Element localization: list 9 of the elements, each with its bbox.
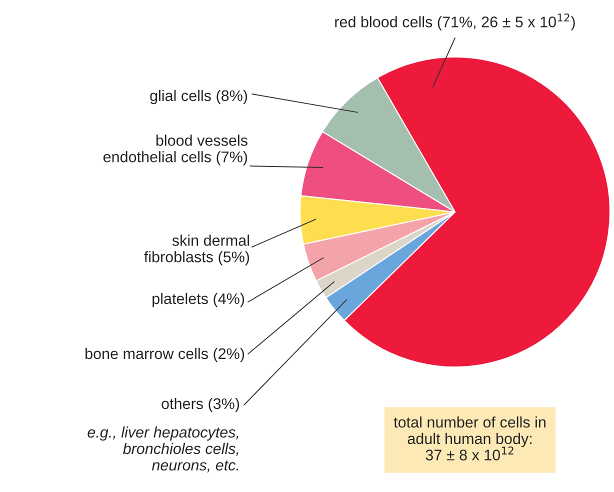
slice-label: skin dermal fibroblasts (5%) [144, 234, 250, 266]
slice-label: others (3%) [162, 398, 240, 412]
slice-label: platelets (4%) [152, 292, 244, 308]
slice-label: blood vessels endothelial cells (7%) [103, 134, 248, 166]
text: e.g., liver hepatocytes, bronchioles cells, neurons, etc. [88, 426, 238, 472]
text: total number of cells in adult human body: 37 ± 8 x 10$^{12}$ [394, 416, 546, 460]
slice-label: red blood cells (71%, 26 ± 5 x 10$^{12}$) [335, 13, 575, 30]
slice-label: glial cells (8%) [150, 90, 248, 104]
slice-label: bone marrow cells (2%) [86, 348, 244, 362]
